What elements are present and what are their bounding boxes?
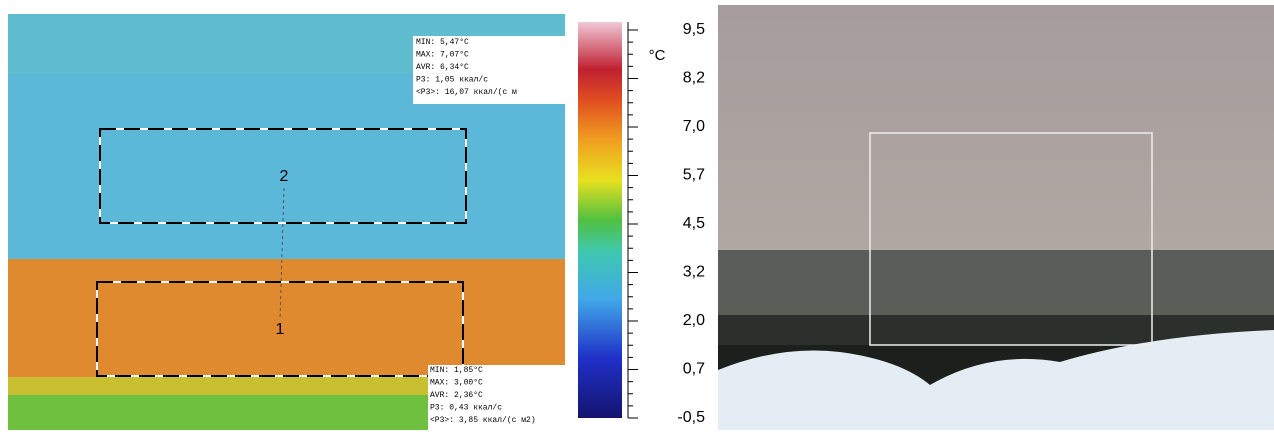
- stat-line: MAX: 3,00°C: [430, 379, 483, 388]
- stat-line: MAX: 7,07°C: [416, 51, 469, 60]
- tick-label: 2,0: [683, 312, 705, 329]
- page: 1 2 MIN: 1,85°C MAX: 3,00°C AVR: 2,36°C P3:…: [0, 0, 1274, 430]
- region-label: 2: [280, 168, 289, 185]
- photo: [718, 5, 1274, 430]
- tick-label: 9,5: [683, 21, 705, 38]
- stat-line: MIN: 1,85°C: [430, 366, 483, 375]
- color-scale: °C 9,5 8,2 7,0 5,7 4,5 3,2 2,0 0,7 -0,5: [578, 21, 705, 426]
- thermal-image: 1 2 MIN: 1,85°C MAX: 3,00°C AVR: 2,36°C P3:…: [8, 14, 565, 430]
- tick-label: 8,2: [683, 70, 705, 87]
- stat-line: <P3>: 16,07 ккал/(с м: [416, 88, 517, 97]
- tick-label: 3,2: [683, 264, 705, 281]
- tick-label: 7,0: [683, 118, 705, 135]
- scale-unit: °C: [649, 47, 666, 64]
- tick-label: 4,5: [683, 215, 705, 232]
- tick-label: 5,7: [683, 167, 705, 184]
- stat-line: P3: 0,43 ккал/с: [430, 404, 502, 413]
- tick-label: 0,7: [683, 361, 705, 378]
- stat-line: <P3>: 3,85 ккал/(с м2): [430, 416, 536, 425]
- stat-line: AVR: 6,34°C: [416, 63, 469, 72]
- stat-line: P3: 1,05 ккал/с: [416, 76, 488, 85]
- region-label: 1: [276, 321, 285, 338]
- stat-line: MIN: 5,47°C: [416, 38, 469, 47]
- tick-label: -0,5: [677, 409, 705, 426]
- stat-line: AVR: 2,36°C: [430, 391, 483, 400]
